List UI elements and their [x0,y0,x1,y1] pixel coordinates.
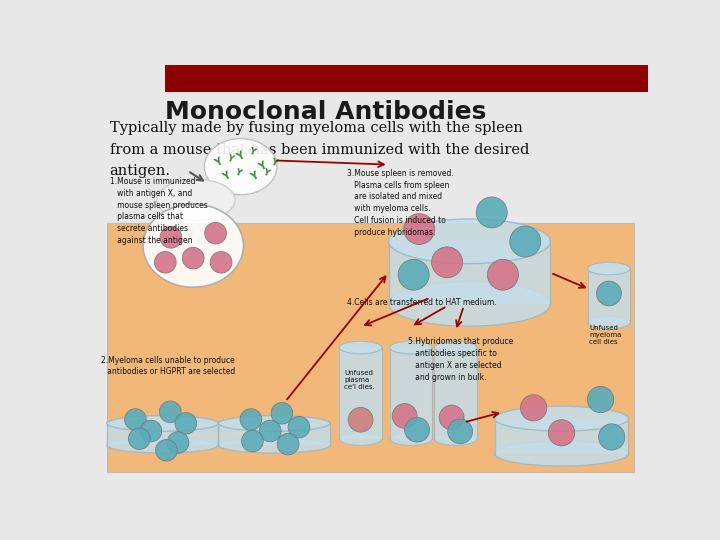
Circle shape [271,402,293,424]
Bar [218,423,330,446]
Bar [107,423,218,446]
Circle shape [204,222,226,244]
Bar [107,223,634,472]
Circle shape [521,395,546,421]
Circle shape [588,387,613,413]
Bar [166,65,648,92]
Ellipse shape [389,281,550,326]
Circle shape [210,252,232,273]
Circle shape [549,420,575,446]
Circle shape [125,409,146,430]
Circle shape [487,259,518,290]
Circle shape [242,430,264,452]
Circle shape [155,252,176,273]
Ellipse shape [107,437,218,453]
Circle shape [277,433,299,455]
Circle shape [288,416,310,438]
Text: 2.Myeloma cells unable to produce
   antibodies or HGPRT are selected: 2.Myeloma cells unable to produce antibo… [101,356,235,376]
Text: Unfused
plasma
ce'l dies.: Unfused plasma ce'l dies. [344,370,374,390]
Ellipse shape [339,341,382,354]
Ellipse shape [495,406,629,431]
Ellipse shape [390,433,432,446]
Text: Unfused
myeloma
cell dies: Unfused myeloma cell dies [590,325,622,345]
Circle shape [431,247,463,278]
Circle shape [510,226,541,257]
Bar [588,268,630,322]
Ellipse shape [389,219,550,264]
Text: Y: Y [261,167,270,178]
Circle shape [259,420,281,442]
Circle shape [404,214,435,245]
Ellipse shape [204,139,277,195]
Bar [495,418,629,454]
Circle shape [159,401,181,422]
Circle shape [140,420,162,442]
Text: antigen.: antigen. [109,164,171,178]
Ellipse shape [107,416,218,431]
Text: Y: Y [270,157,279,168]
Text: 5.Hybridomas that produce
   antibodies specific to
   antigen X are selected
  : 5.Hybridomas that produce antibodies spe… [408,337,513,382]
Text: Y: Y [225,153,234,164]
Text: Y: Y [213,157,224,168]
Text: 1.Mouse is immunized
   with antigen X, and
   mouse spleen produces
   plasma c: 1.Mouse is immunized with antigen X, and… [109,177,207,245]
Ellipse shape [588,316,630,329]
Ellipse shape [390,341,432,354]
Circle shape [392,403,417,428]
Text: Y: Y [249,171,260,183]
Text: 3.Mouse spleen is removed.
   Plasma cells from spleen
   are isolated and mixed: 3.Mouse spleen is removed. Plasma cells … [347,168,454,237]
Text: Typically made by fusing myeloma cells with the spleen: Typically made by fusing myeloma cells w… [109,121,523,135]
Circle shape [240,409,262,430]
Circle shape [439,405,464,430]
Bar [434,348,477,439]
Circle shape [476,197,508,228]
Circle shape [167,432,189,454]
Text: 4.Cells are transferred to HAT medium.: 4.Cells are transferred to HAT medium. [347,298,496,307]
Circle shape [598,424,625,450]
Circle shape [448,419,472,444]
Text: Y: Y [221,171,233,183]
Bar [339,348,382,439]
Text: Y: Y [233,167,242,178]
Ellipse shape [218,416,330,431]
Bar [389,241,550,304]
Circle shape [175,413,197,434]
Ellipse shape [588,262,630,275]
Circle shape [156,440,177,461]
Text: Y: Y [258,160,269,173]
Text: from a mouse that has been immunized with the desired: from a mouse that has been immunized wit… [109,143,529,157]
Ellipse shape [339,433,382,446]
Ellipse shape [495,441,629,466]
Circle shape [160,227,181,248]
Circle shape [348,408,373,432]
Circle shape [128,428,150,449]
Text: Y: Y [248,147,256,157]
Text: Monoclonal Antibodies: Monoclonal Antibodies [166,100,487,124]
Circle shape [182,247,204,269]
Circle shape [398,259,429,290]
Ellipse shape [157,179,235,221]
Bar [390,348,432,439]
Ellipse shape [218,437,330,453]
Ellipse shape [143,204,243,287]
Ellipse shape [434,433,477,446]
Circle shape [597,281,621,306]
Text: Y: Y [235,150,246,163]
Ellipse shape [434,341,477,354]
Circle shape [405,417,429,442]
